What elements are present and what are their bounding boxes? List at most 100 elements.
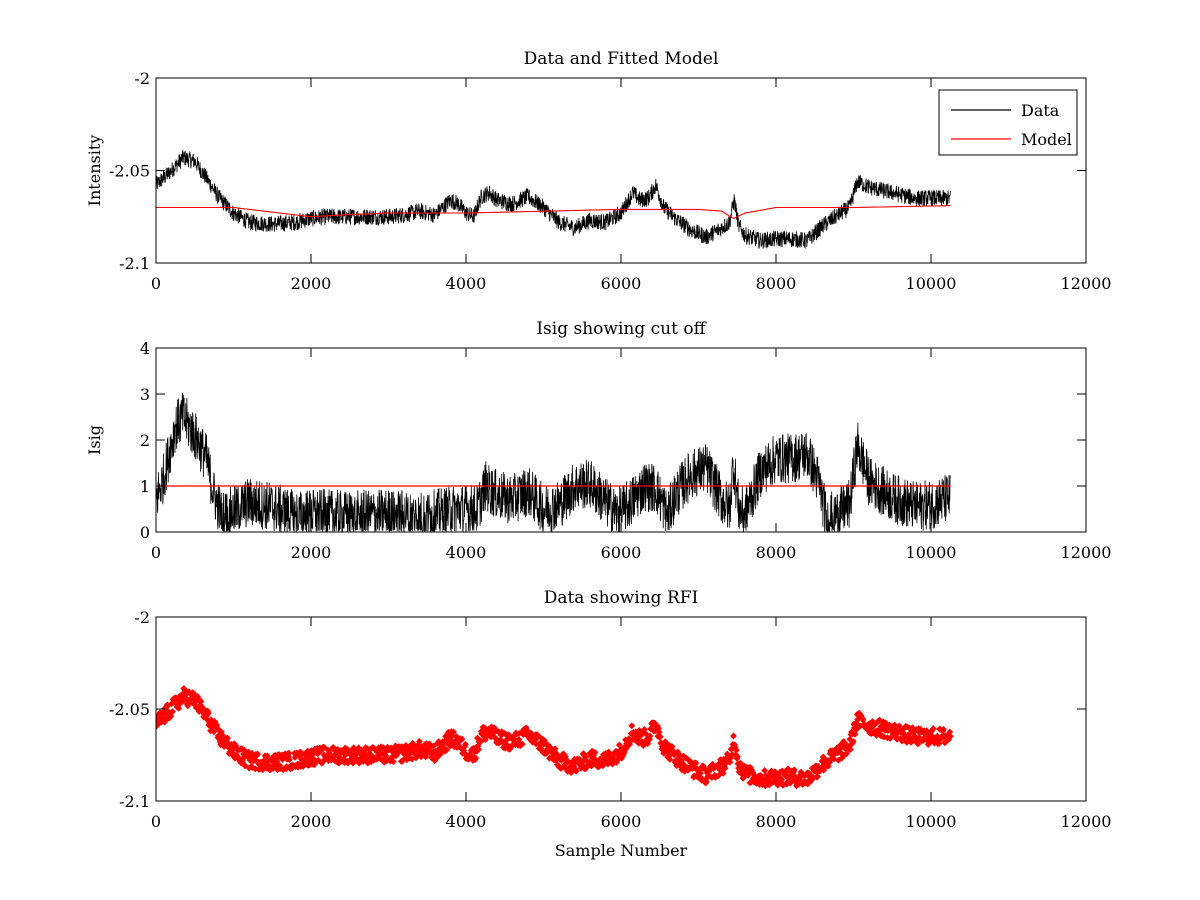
data-point bbox=[218, 731, 226, 738]
data-point bbox=[946, 728, 954, 736]
data-point bbox=[726, 758, 734, 766]
x-tick-label: 8000 bbox=[756, 543, 797, 562]
subplot-1: 0 2000 4000 6000 8000 10000 12000 -2 -2.05 -2.1 Da… bbox=[85, 49, 1111, 293]
data-point bbox=[416, 738, 423, 745]
x-tick-label: 2000 bbox=[291, 274, 332, 293]
data-point bbox=[204, 709, 212, 717]
data-point bbox=[443, 746, 451, 754]
plot-data bbox=[156, 685, 954, 790]
data-point bbox=[534, 732, 542, 740]
series-1-markers bbox=[156, 685, 954, 790]
data-point bbox=[692, 759, 700, 767]
y-tick-label: -2.1 bbox=[119, 792, 150, 811]
data-point bbox=[551, 745, 559, 753]
data-point bbox=[847, 746, 854, 753]
data-point bbox=[254, 750, 262, 758]
y-tick-label: -2.05 bbox=[109, 162, 150, 181]
data-point bbox=[194, 692, 201, 700]
data-point bbox=[296, 752, 304, 760]
y-tick-label: -2 bbox=[134, 608, 150, 627]
x-tick-label: 8000 bbox=[756, 274, 797, 293]
x-tick-label: 2000 bbox=[291, 812, 332, 831]
plot-data bbox=[156, 149, 951, 249]
data-point bbox=[929, 725, 937, 733]
data-point bbox=[434, 752, 442, 760]
data-point bbox=[628, 722, 636, 730]
data-point bbox=[714, 772, 722, 780]
data-point bbox=[761, 767, 769, 774]
data-point bbox=[286, 756, 293, 763]
data-point bbox=[450, 728, 457, 736]
x-tick-label: 12000 bbox=[1061, 812, 1112, 831]
x-tick-label: 0 bbox=[151, 812, 161, 831]
data-point bbox=[462, 740, 469, 748]
data-point bbox=[655, 728, 663, 736]
legend: Data Model bbox=[938, 89, 1078, 156]
x-axis-label: Sample Number bbox=[555, 841, 688, 860]
data-point bbox=[389, 758, 397, 766]
x-tick-label: 6000 bbox=[601, 274, 642, 293]
data-point bbox=[849, 737, 857, 745]
chart-title: Data showing RFI bbox=[544, 588, 699, 608]
data-point bbox=[431, 757, 439, 765]
data-point bbox=[656, 733, 664, 741]
y-tick-label: -2.05 bbox=[109, 700, 150, 719]
data-point bbox=[790, 766, 798, 774]
data-point bbox=[167, 712, 175, 720]
data-point bbox=[325, 749, 333, 757]
data-point bbox=[175, 704, 183, 712]
legend-box bbox=[938, 89, 1078, 156]
subplot-3: 0 2000 4000 6000 8000 10000 12000 -2 -2.05 -2.1 Da… bbox=[109, 588, 1111, 860]
data-point bbox=[382, 752, 390, 760]
data-point bbox=[518, 740, 526, 748]
data-point bbox=[732, 746, 740, 754]
data-point bbox=[184, 702, 192, 710]
data-point bbox=[458, 735, 466, 743]
data-point bbox=[843, 750, 850, 758]
data-point bbox=[472, 754, 480, 762]
data-point bbox=[175, 700, 183, 708]
x-tick-label: 12000 bbox=[1061, 274, 1112, 293]
data-point bbox=[946, 732, 954, 740]
y-axis-label: Isig bbox=[85, 425, 104, 455]
data-point bbox=[567, 769, 575, 777]
x-tick-label: 2000 bbox=[291, 543, 332, 562]
data-point bbox=[430, 742, 438, 750]
data-point bbox=[737, 760, 745, 767]
data-point bbox=[591, 748, 599, 756]
x-tick-label: 6000 bbox=[601, 543, 642, 562]
series-model-line bbox=[156, 205, 951, 219]
plot-data bbox=[156, 392, 951, 532]
data-point bbox=[190, 700, 198, 708]
data-point bbox=[273, 757, 281, 765]
plot-area bbox=[156, 78, 1086, 263]
x-tick-label: 6000 bbox=[601, 812, 642, 831]
subplot-2: 0 2000 4000 6000 8000 10000 12000 0 1 2 3 4 Isig sho… bbox=[85, 319, 1111, 562]
data-point bbox=[666, 755, 674, 763]
chart-title: Data and Fitted Model bbox=[524, 49, 719, 69]
data-point bbox=[730, 732, 737, 740]
data-point bbox=[940, 725, 947, 733]
y-tick-label: 3 bbox=[140, 385, 150, 404]
x-tick-label: 0 bbox=[151, 274, 161, 293]
legend-label-data: Data bbox=[1021, 101, 1060, 120]
data-point bbox=[355, 744, 363, 752]
data-point bbox=[778, 776, 786, 784]
y-tick-label: -2.1 bbox=[119, 254, 150, 273]
data-point bbox=[169, 708, 176, 716]
y-tick-label: 2 bbox=[140, 431, 150, 450]
data-point bbox=[197, 698, 205, 705]
data-point bbox=[734, 753, 741, 761]
series-data-line bbox=[156, 149, 951, 249]
x-tick-label: 8000 bbox=[756, 812, 797, 831]
y-tick-label: 4 bbox=[140, 339, 150, 358]
data-point bbox=[935, 740, 943, 747]
plot-area bbox=[156, 617, 1086, 801]
series-1-line bbox=[156, 392, 951, 532]
x-tick-label: 4000 bbox=[446, 543, 487, 562]
data-point bbox=[646, 732, 654, 740]
data-point bbox=[210, 728, 218, 736]
x-tick-label: 10000 bbox=[906, 812, 957, 831]
x-tick-label: 12000 bbox=[1061, 543, 1112, 562]
